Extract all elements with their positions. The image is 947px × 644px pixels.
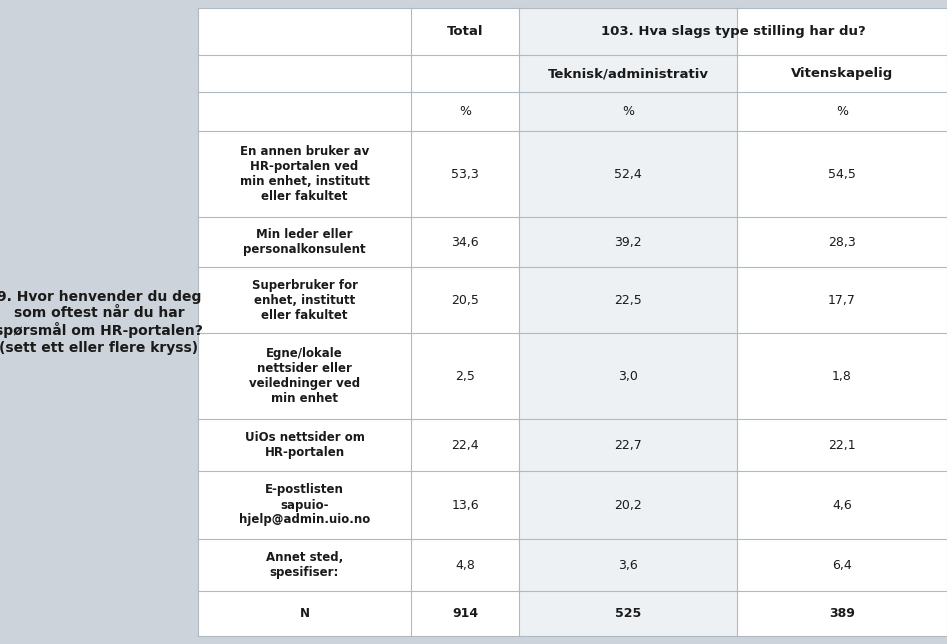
Text: Egne/lokale
nettsider eller
veiledninger ved
min enhet: Egne/lokale nettsider eller veiledninger… (249, 347, 360, 405)
Text: 17,7: 17,7 (828, 294, 856, 307)
Text: 22,4: 22,4 (451, 439, 479, 451)
Text: 53,3: 53,3 (451, 167, 479, 180)
Text: 4,8: 4,8 (456, 558, 475, 571)
Text: 4,6: 4,6 (832, 498, 852, 511)
Text: 39,2: 39,2 (615, 236, 642, 249)
Text: 22,1: 22,1 (829, 439, 856, 451)
Text: 2,5: 2,5 (456, 370, 475, 383)
Text: %: % (836, 105, 848, 118)
Text: E-postlisten
sapuio-
hjelp@admin.uio.no: E-postlisten sapuio- hjelp@admin.uio.no (239, 484, 370, 527)
Bar (411, 55, 519, 92)
Text: 1,8: 1,8 (832, 370, 852, 383)
Text: 52,4: 52,4 (614, 167, 642, 180)
Text: UiOs nettsider om
HR-portalen: UiOs nettsider om HR-portalen (244, 431, 365, 459)
Text: Superbruker for
enhet, institutt
eller fakultet: Superbruker for enhet, institutt eller f… (252, 278, 358, 321)
Bar (0, 0, 198, 644)
Text: 22,7: 22,7 (614, 439, 642, 451)
Text: 22,5: 22,5 (614, 294, 642, 307)
Bar (737, 92, 947, 636)
Text: 6,4: 6,4 (832, 558, 852, 571)
Bar (737, 8, 947, 55)
Text: Vitenskapelig: Vitenskapelig (791, 67, 893, 80)
Text: 20,2: 20,2 (614, 498, 642, 511)
Text: 3,6: 3,6 (618, 558, 638, 571)
Text: Teknisk/administrativ: Teknisk/administrativ (547, 67, 708, 80)
Bar (737, 55, 947, 92)
Text: N: N (299, 607, 310, 620)
Text: 525: 525 (615, 607, 641, 620)
Text: Min leder eller
personalkonsulent: Min leder eller personalkonsulent (243, 228, 366, 256)
Text: 20,5: 20,5 (451, 294, 479, 307)
Text: %: % (459, 105, 471, 118)
Bar (519, 8, 737, 636)
Text: 103. Hva slags type stilling har du?: 103. Hva slags type stilling har du? (600, 25, 866, 38)
Bar (198, 8, 411, 92)
Text: %: % (622, 105, 634, 118)
Text: En annen bruker av
HR-portalen ved
min enhet, institutt
eller fakultet: En annen bruker av HR-portalen ved min e… (240, 145, 369, 203)
Text: Annet sted,
spesifiser:: Annet sted, spesifiser: (266, 551, 343, 579)
Text: 13,6: 13,6 (451, 498, 479, 511)
Text: 54,5: 54,5 (828, 167, 856, 180)
Text: Total: Total (447, 25, 483, 38)
Text: 389: 389 (829, 607, 855, 620)
Text: 914: 914 (452, 607, 478, 620)
Text: 3,0: 3,0 (618, 370, 638, 383)
Bar (411, 8, 519, 55)
Text: 9. Hvor henvender du deg
som oftest når du har
spørsmål om HR-portalen?
(sett et: 9. Hvor henvender du deg som oftest når … (0, 290, 203, 354)
Text: 34,6: 34,6 (451, 236, 479, 249)
Bar (198, 8, 947, 636)
Text: 28,3: 28,3 (828, 236, 856, 249)
